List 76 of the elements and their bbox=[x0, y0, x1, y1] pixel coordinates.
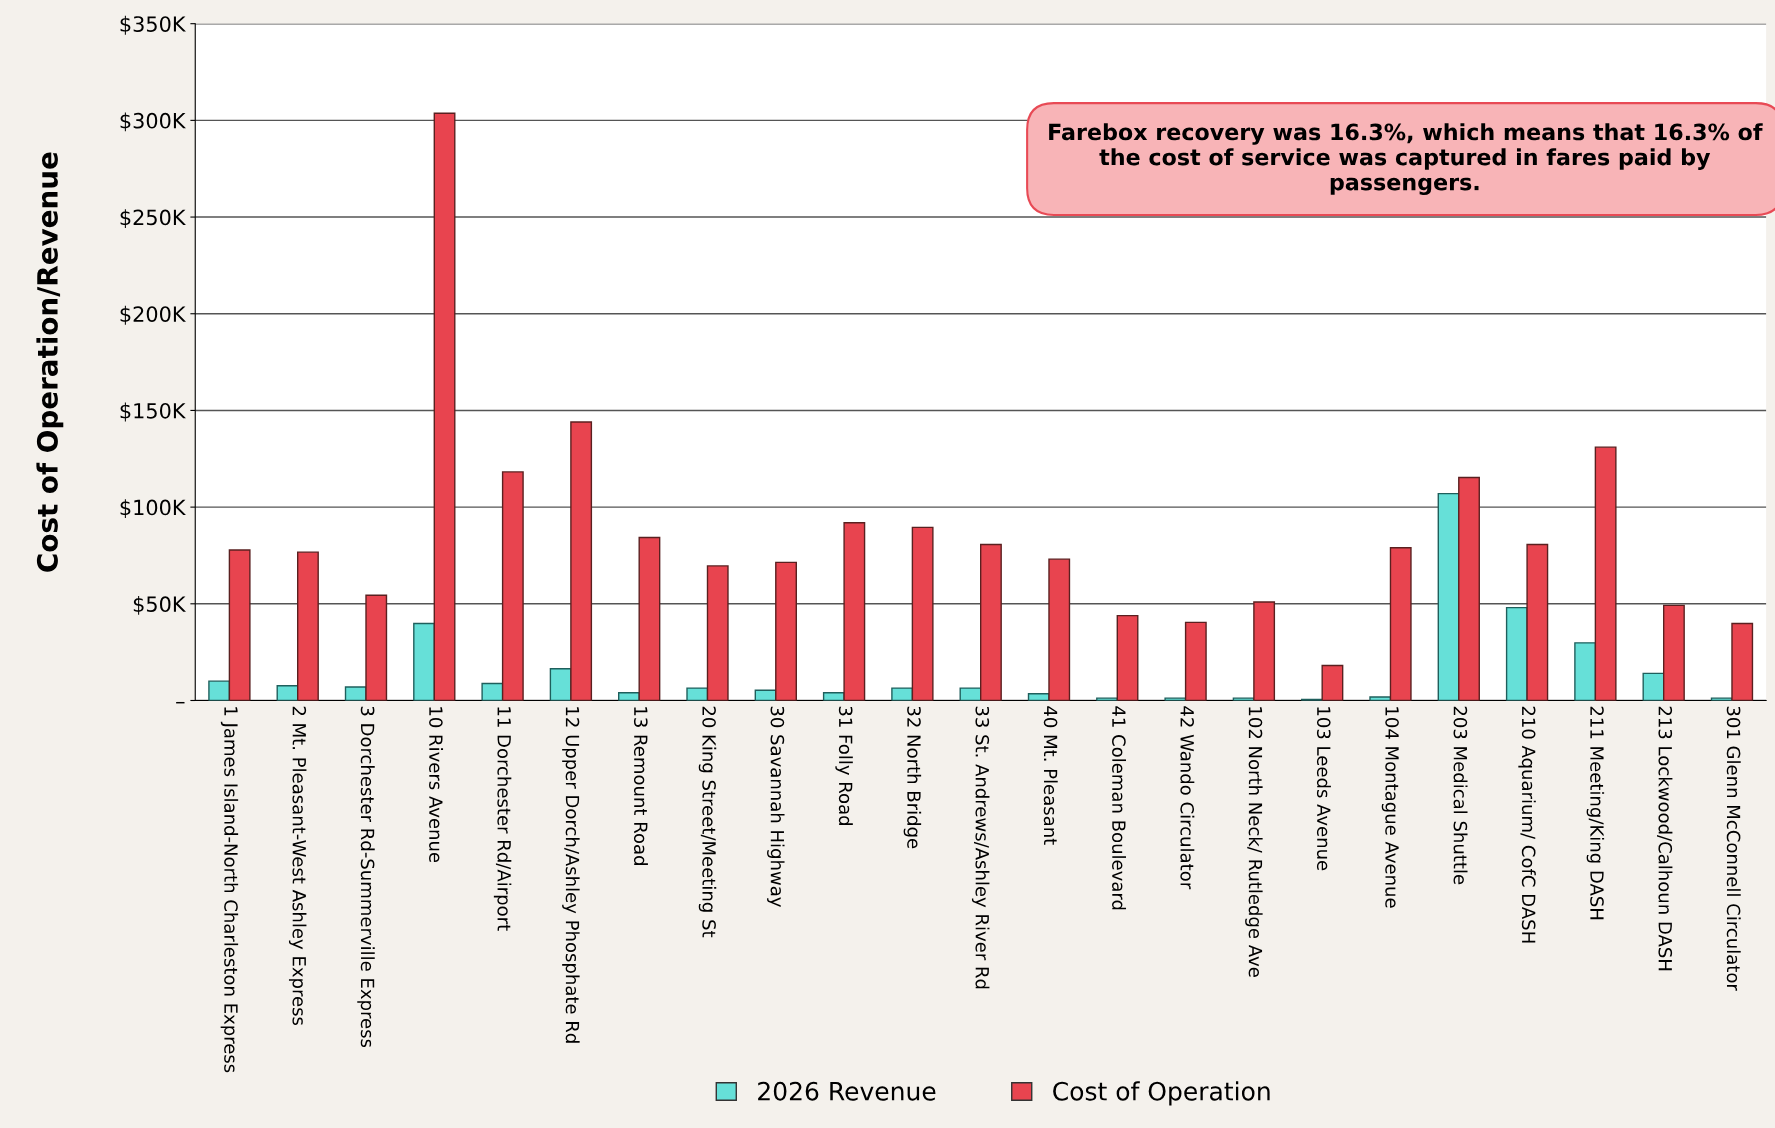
bar bbox=[775, 561, 797, 701]
x-tick-label: 210 Aquarium/ CofC DASH bbox=[1518, 706, 1536, 943]
x-tick-label: 3 Dorchester Rd-Summerville Express bbox=[357, 706, 375, 1048]
bar bbox=[1164, 697, 1187, 701]
x-tick-label: 12 Upper Dorch/Ashley Phosphate Rd bbox=[562, 707, 580, 1043]
bar bbox=[228, 549, 251, 701]
bar bbox=[1662, 604, 1685, 701]
bar bbox=[686, 687, 709, 701]
x-tick-label: 203 Medical Shuttle bbox=[1453, 706, 1468, 885]
bar bbox=[1232, 697, 1255, 701]
x-tick-label: 1 James Island-North Charleston Express bbox=[220, 707, 239, 1073]
bar bbox=[1710, 697, 1733, 701]
bar bbox=[959, 687, 982, 701]
x-tick-label: 211 Meeting/King DASH bbox=[1586, 706, 1605, 920]
bar bbox=[706, 565, 729, 701]
bar bbox=[297, 551, 319, 701]
legend-label: 2026 Revenue bbox=[758, 1081, 936, 1101]
bar bbox=[1526, 543, 1549, 701]
bar bbox=[1369, 696, 1392, 701]
bar bbox=[1048, 558, 1071, 701]
x-tick-label: 31 Folly Road bbox=[835, 706, 853, 825]
x-tick-label: 301 Glenn McConnell Circulator bbox=[1726, 706, 1741, 991]
y-axis-title: Cost of Operation/Revenue bbox=[36, 152, 64, 572]
x-tick-label: 13 Remount Road bbox=[633, 707, 648, 865]
bar bbox=[1184, 621, 1207, 701]
bar bbox=[1437, 492, 1460, 701]
bar bbox=[276, 685, 299, 701]
y-tick-label: $300K bbox=[120, 112, 186, 132]
x-tick-label: 104 Montague Avenue bbox=[1381, 707, 1399, 908]
bar bbox=[911, 526, 934, 701]
bar bbox=[1642, 672, 1665, 701]
bar bbox=[843, 522, 866, 701]
y-tick-label: $50K bbox=[133, 595, 186, 615]
x-tick-label: 41 Coleman Boulevard bbox=[1112, 706, 1127, 910]
x-tick-label: 103 Leeds Avenue bbox=[1316, 707, 1331, 871]
y-tick-label: $100K bbox=[120, 499, 186, 519]
y-tick-label: $150K bbox=[120, 402, 186, 422]
bar bbox=[413, 622, 435, 701]
x-tick-label: 102 North Neck/ Rutledge Ave bbox=[1245, 707, 1263, 977]
legend-label: Cost of Operation bbox=[1053, 1081, 1270, 1106]
bar bbox=[549, 668, 572, 701]
bar bbox=[638, 536, 661, 701]
bar bbox=[1731, 622, 1754, 701]
bar bbox=[1116, 614, 1139, 701]
bar bbox=[344, 686, 367, 701]
y-tick-label: $350K bbox=[120, 15, 186, 35]
bar bbox=[1253, 601, 1276, 701]
bar bbox=[1096, 697, 1118, 701]
y-tick-label: $200K bbox=[120, 305, 186, 325]
bar bbox=[979, 543, 1002, 701]
y-tick-label: – bbox=[176, 701, 185, 704]
bar bbox=[1321, 664, 1344, 701]
annotation: Farebox recovery was 16.3%, which means that 16.3% of the cost of service was captured in fares paid by passengers. bbox=[1049, 123, 1763, 195]
y-tick-label: $250K bbox=[120, 209, 186, 229]
bar bbox=[1389, 547, 1412, 701]
bar bbox=[891, 687, 914, 701]
bar bbox=[208, 680, 231, 701]
bar bbox=[481, 682, 504, 701]
bar bbox=[570, 421, 593, 701]
bar bbox=[1574, 642, 1597, 701]
bar bbox=[1505, 606, 1528, 701]
x-tick-label: 40 Mt. Pleasant bbox=[1043, 706, 1058, 845]
x-tick-label: 2 Mt. Pleasant-West Ashley Express bbox=[288, 706, 307, 1026]
x-tick-label: 213 Lockwood/Calhoun DASH bbox=[1657, 706, 1673, 971]
bar bbox=[433, 112, 456, 701]
x-tick-label: 11 Dorchester Rd/Airport bbox=[493, 707, 512, 931]
bar bbox=[1458, 476, 1480, 701]
x-tick-label: 33 St. Andrews/Ashley River Rd bbox=[971, 706, 990, 989]
x-tick-label: 30 Savannah Highway bbox=[767, 706, 785, 907]
x-tick-label: 20 King Street/Meeting St bbox=[698, 706, 717, 938]
x-tick-label: 32 North Bridge bbox=[903, 706, 922, 849]
bar bbox=[1594, 446, 1617, 701]
bar bbox=[501, 471, 524, 701]
bar bbox=[365, 594, 388, 701]
x-tick-label: 42 Wando Circulator bbox=[1180, 706, 1195, 890]
x-tick-label: 10 Rivers Avenue bbox=[429, 707, 444, 863]
